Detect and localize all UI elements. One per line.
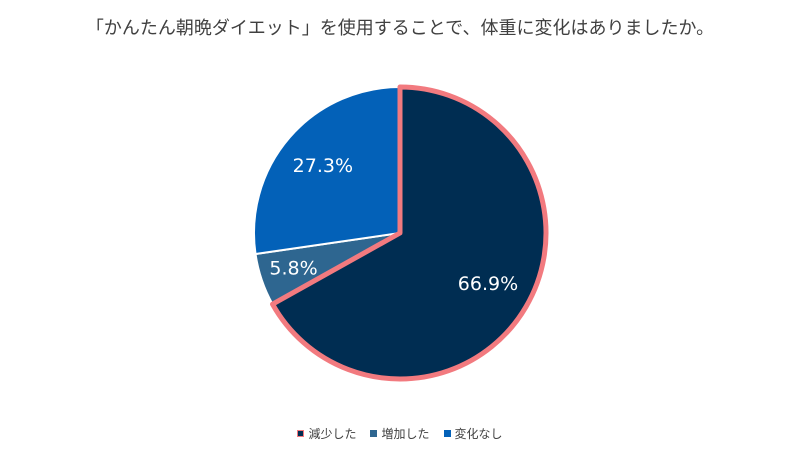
legend-item-decreased: 減少した — [297, 425, 356, 442]
data-label-decreased: 66.9% — [458, 273, 518, 295]
data-label-no-change: 27.3% — [293, 155, 353, 177]
legend-item-increased: 増加した — [370, 425, 430, 442]
pie-slice-no-change — [253, 86, 401, 256]
legend-label-no-change: 変化なし — [454, 427, 503, 441]
legend-item-no-change: 変化なし — [443, 425, 503, 442]
pie-slice-decreased — [270, 84, 549, 382]
legend-label-increased: 増加した — [381, 427, 430, 441]
legend-label-decreased: 減少した — [308, 427, 357, 441]
legend-swatch-decreased — [297, 430, 305, 437]
legend-swatch-increased — [370, 430, 378, 437]
legend: 減少した 増加した 変化なし — [0, 425, 800, 442]
legend-swatch-no-change — [443, 430, 451, 437]
data-label-increased: 5.8% — [269, 258, 317, 280]
chart-title: 「かんたん朝晩ダイエット」を使用することで、体重に変化はありましたか。 — [85, 18, 715, 39]
